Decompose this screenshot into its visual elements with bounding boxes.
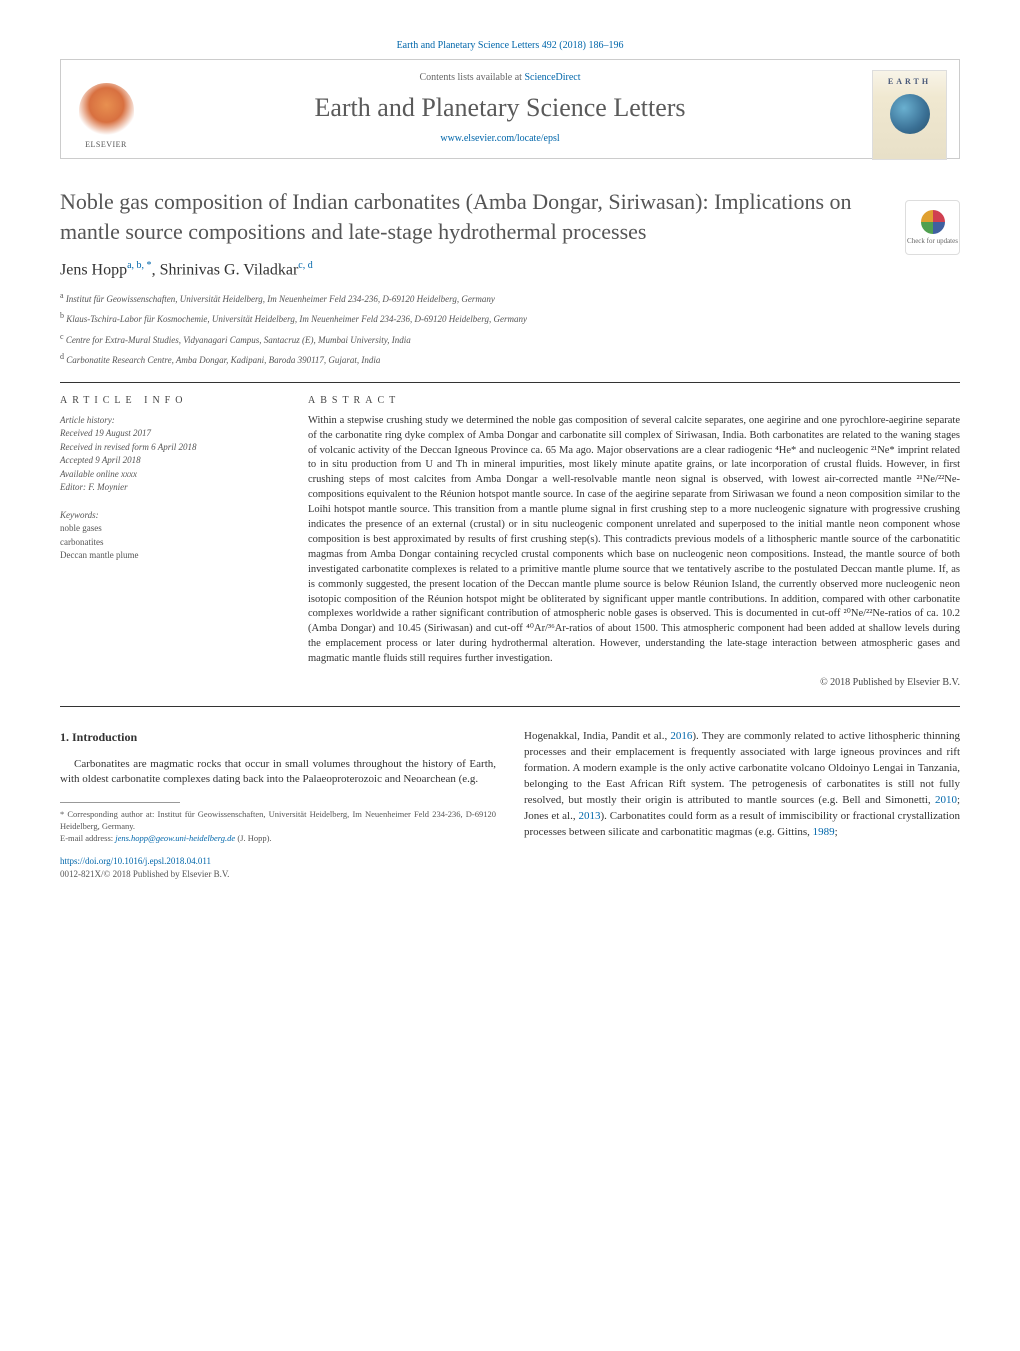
email-address[interactable]: jens.hopp@geow.uni-heidelberg.de [115, 833, 235, 843]
journal-header-box: ELSEVIER Contents lists available at Sci… [60, 59, 960, 159]
section-1-heading: 1. Introduction [60, 729, 496, 746]
journal-cover-label: EARTH [888, 77, 931, 86]
journal-homepage-link[interactable]: www.elsevier.com/locate/epsl [161, 133, 839, 144]
author-name-1[interactable]: Jens Hopp [60, 262, 127, 279]
email-suffix: (J. Hopp). [235, 833, 271, 843]
history-editor: Editor: F. Moynier [60, 481, 280, 495]
footnote-separator [60, 802, 180, 803]
keywords-block: Keywords: noble gases carbonatites Decca… [60, 509, 280, 563]
email-label: E-mail address: [60, 833, 115, 843]
issn-line: 0012-821X/© 2018 Published by Elsevier B… [60, 868, 496, 881]
contents-prefix: Contents lists available at [419, 72, 524, 83]
ref-bell-2010[interactable]: 2010 [935, 794, 957, 806]
history-revised: Received in revised form 6 April 2018 [60, 441, 280, 455]
abstract-copyright: © 2018 Published by Elsevier B.V. [308, 677, 960, 688]
sciencedirect-link[interactable]: ScienceDirect [524, 72, 580, 83]
history-label: Article history: [60, 414, 280, 428]
article-info-column: ARTICLE INFO Article history: Received 1… [60, 395, 280, 688]
affiliation-d: d Carbonatite Research Centre, Amba Dong… [60, 351, 960, 368]
journal-title: Earth and Planetary Science Letters [161, 93, 839, 123]
body-column-right: Hogenakkal, India, Pandit et al., 2016).… [524, 729, 960, 881]
affiliation-b: b Klaus-Tschira-Labor für Kosmochemie, U… [60, 310, 960, 327]
elsevier-label: ELSEVIER [85, 140, 127, 149]
doi-link[interactable]: https://doi.org/10.1016/j.epsl.2018.04.0… [60, 855, 496, 868]
check-updates-badge[interactable]: Check for updates [905, 200, 960, 255]
crossmark-icon [921, 210, 945, 234]
keyword-3: Deccan mantle plume [60, 549, 280, 563]
ref-jones-2013[interactable]: 2013 [578, 810, 600, 822]
abstract-column: ABSTRACT Within a stepwise crushing stud… [308, 395, 960, 688]
keyword-2: carbonatites [60, 536, 280, 550]
author-list: Jens Hoppa, b, *, Shrinivas G. Viladkarc… [60, 260, 960, 279]
history-available: Available online xxxx [60, 468, 280, 482]
affiliation-a: a Institut für Geowissenschaften, Univer… [60, 290, 960, 307]
abstract-heading: ABSTRACT [308, 395, 960, 406]
ref-pandit-2016[interactable]: 2016 [670, 730, 692, 742]
body-two-column: 1. Introduction Carbonatites are magmati… [60, 729, 960, 881]
history-received: Received 19 August 2017 [60, 427, 280, 441]
author-affil-sup-1: a, b, * [127, 260, 151, 271]
divider-top [60, 382, 960, 383]
intro-paragraph-1: Carbonatites are magmatic rocks that occ… [60, 757, 496, 789]
email-footnote: E-mail address: jens.hopp@geow.uni-heide… [60, 833, 496, 845]
keyword-1: noble gases [60, 522, 280, 536]
divider-bottom [60, 706, 960, 707]
article-history: Article history: Received 19 August 2017… [60, 414, 280, 495]
keywords-label: Keywords: [60, 509, 280, 523]
author-separator: , [152, 262, 160, 279]
author-name-2[interactable]: Shrinivas G. Viladkar [160, 262, 299, 279]
article-title: Noble gas composition of Indian carbonat… [60, 187, 960, 246]
check-updates-label: Check for updates [907, 237, 958, 245]
intro-paragraph-2: Hogenakkal, India, Pandit et al., 2016).… [524, 729, 960, 841]
contents-available-line: Contents lists available at ScienceDirec… [161, 72, 839, 83]
ref-gittins-1989[interactable]: 1989 [813, 826, 835, 838]
elsevier-tree-icon [79, 83, 134, 138]
body-column-left: 1. Introduction Carbonatites are magmati… [60, 729, 496, 881]
globe-icon [890, 94, 930, 134]
affiliation-c: c Centre for Extra-Mural Studies, Vidyan… [60, 331, 960, 348]
author-affil-sup-2: c, d [298, 260, 312, 271]
elsevier-logo[interactable]: ELSEVIER [71, 78, 141, 153]
corresponding-author-footnote: * Corresponding author at: Institut für … [60, 809, 496, 833]
article-info-heading: ARTICLE INFO [60, 395, 280, 406]
journal-cover-thumbnail[interactable]: EARTH [872, 70, 947, 160]
abstract-text: Within a stepwise crushing study we dete… [308, 414, 960, 667]
history-accepted: Accepted 9 April 2018 [60, 454, 280, 468]
citation-header: Earth and Planetary Science Letters 492 … [60, 40, 960, 51]
